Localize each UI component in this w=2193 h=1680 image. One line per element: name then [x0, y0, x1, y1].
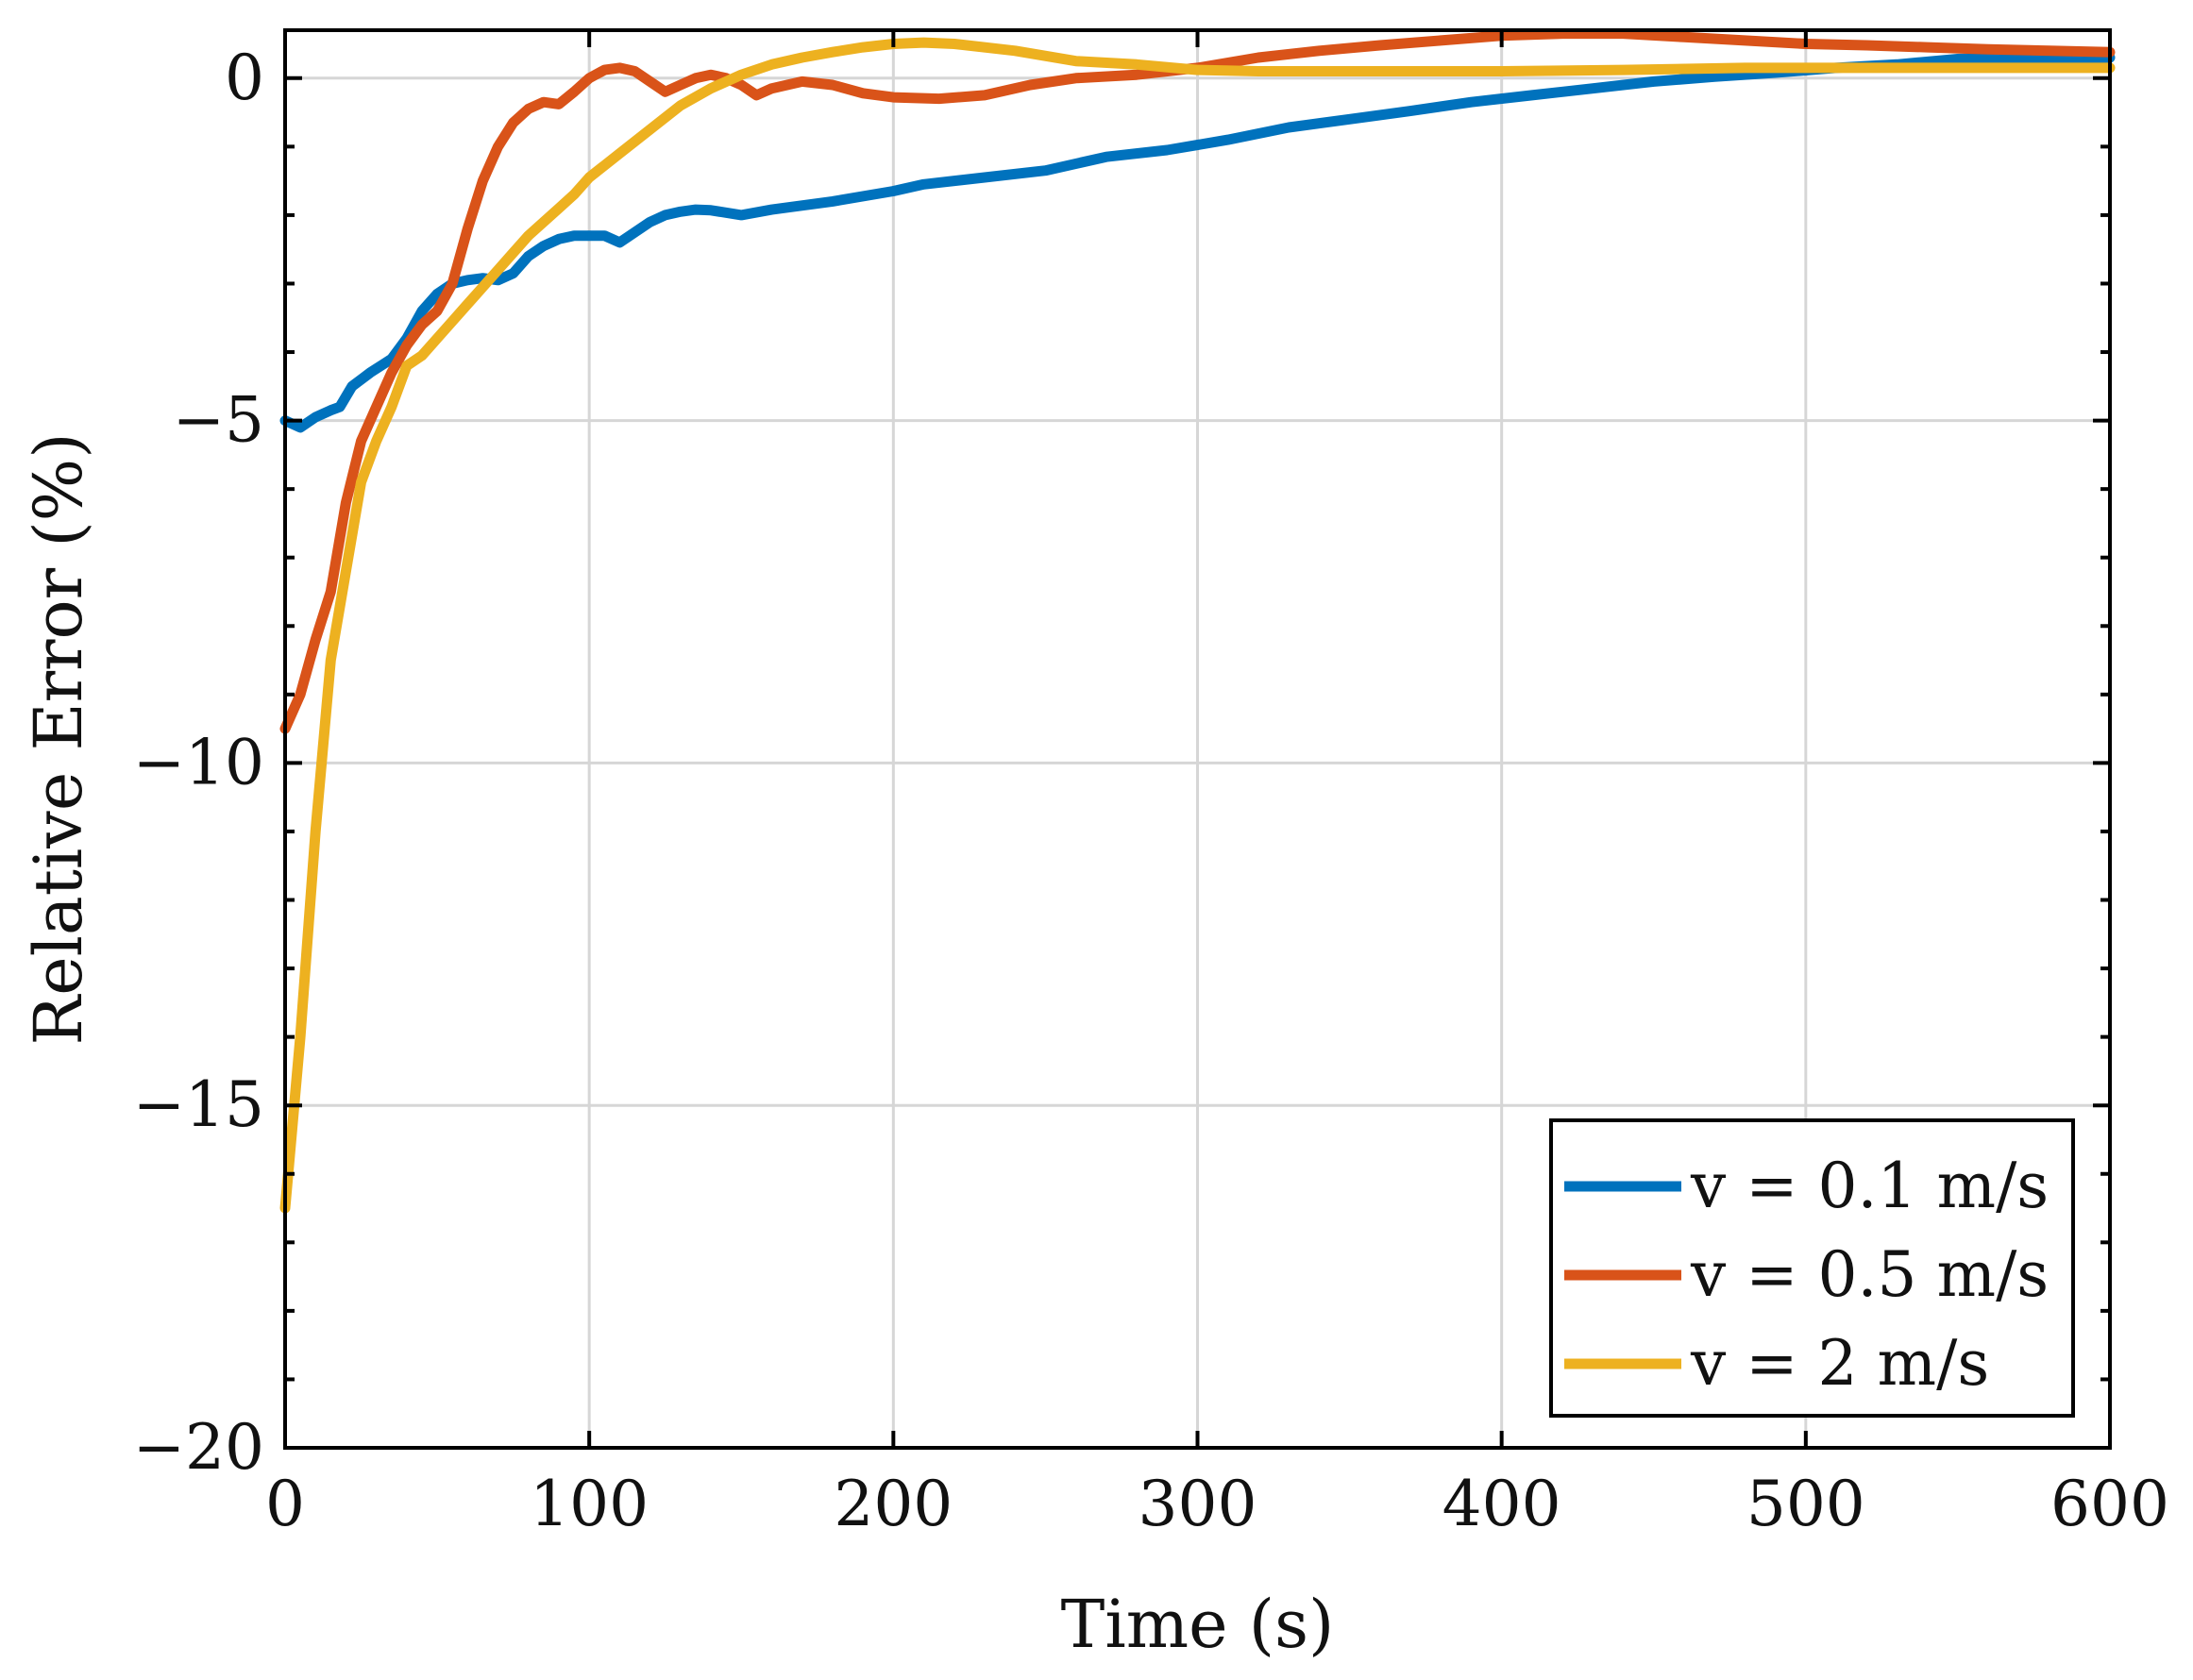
y-tick-label-4: −20 [133, 1411, 264, 1484]
legend-label-0: v = 0.1 m/s [1690, 1150, 2049, 1222]
y-tick-labels: 0 −5 −10 −15 −20 [133, 42, 264, 1484]
series-lines [279, 28, 2116, 1214]
x-tick-label-4: 400 [1442, 1468, 1561, 1540]
x-tick-labels: 0 100 200 300 400 500 600 [265, 1468, 2169, 1540]
series-line-2 [279, 37, 2116, 1214]
legend: v = 0.1 m/s v = 0.5 m/s v = 2 m/s [1549, 1118, 2075, 1418]
series-line-0 [279, 52, 2116, 433]
legend-label-2: v = 2 m/s [1690, 1327, 1989, 1400]
x-tick-label-2: 200 [834, 1468, 953, 1540]
axis-ticks [283, 30, 2112, 1450]
y-tick-label-0: 0 [225, 42, 264, 114]
x-tick-label-5: 500 [1746, 1468, 1865, 1540]
x-tick-label-6: 600 [2050, 1468, 2169, 1540]
x-tick-label-0: 0 [265, 1468, 305, 1540]
x-tick-label-1: 100 [530, 1468, 649, 1540]
series-line-1 [279, 28, 2116, 734]
y-axis-title: Relative Error (%) [20, 432, 97, 1045]
y-tick-label-2: −10 [133, 726, 264, 798]
y-tick-label-3: −15 [133, 1068, 264, 1141]
x-axis-title: Time (s) [1061, 1586, 1335, 1663]
x-tick-label-3: 300 [1139, 1468, 1257, 1540]
y-tick-label-1: −5 [173, 384, 264, 457]
legend-label-1: v = 0.5 m/s [1690, 1238, 2049, 1311]
